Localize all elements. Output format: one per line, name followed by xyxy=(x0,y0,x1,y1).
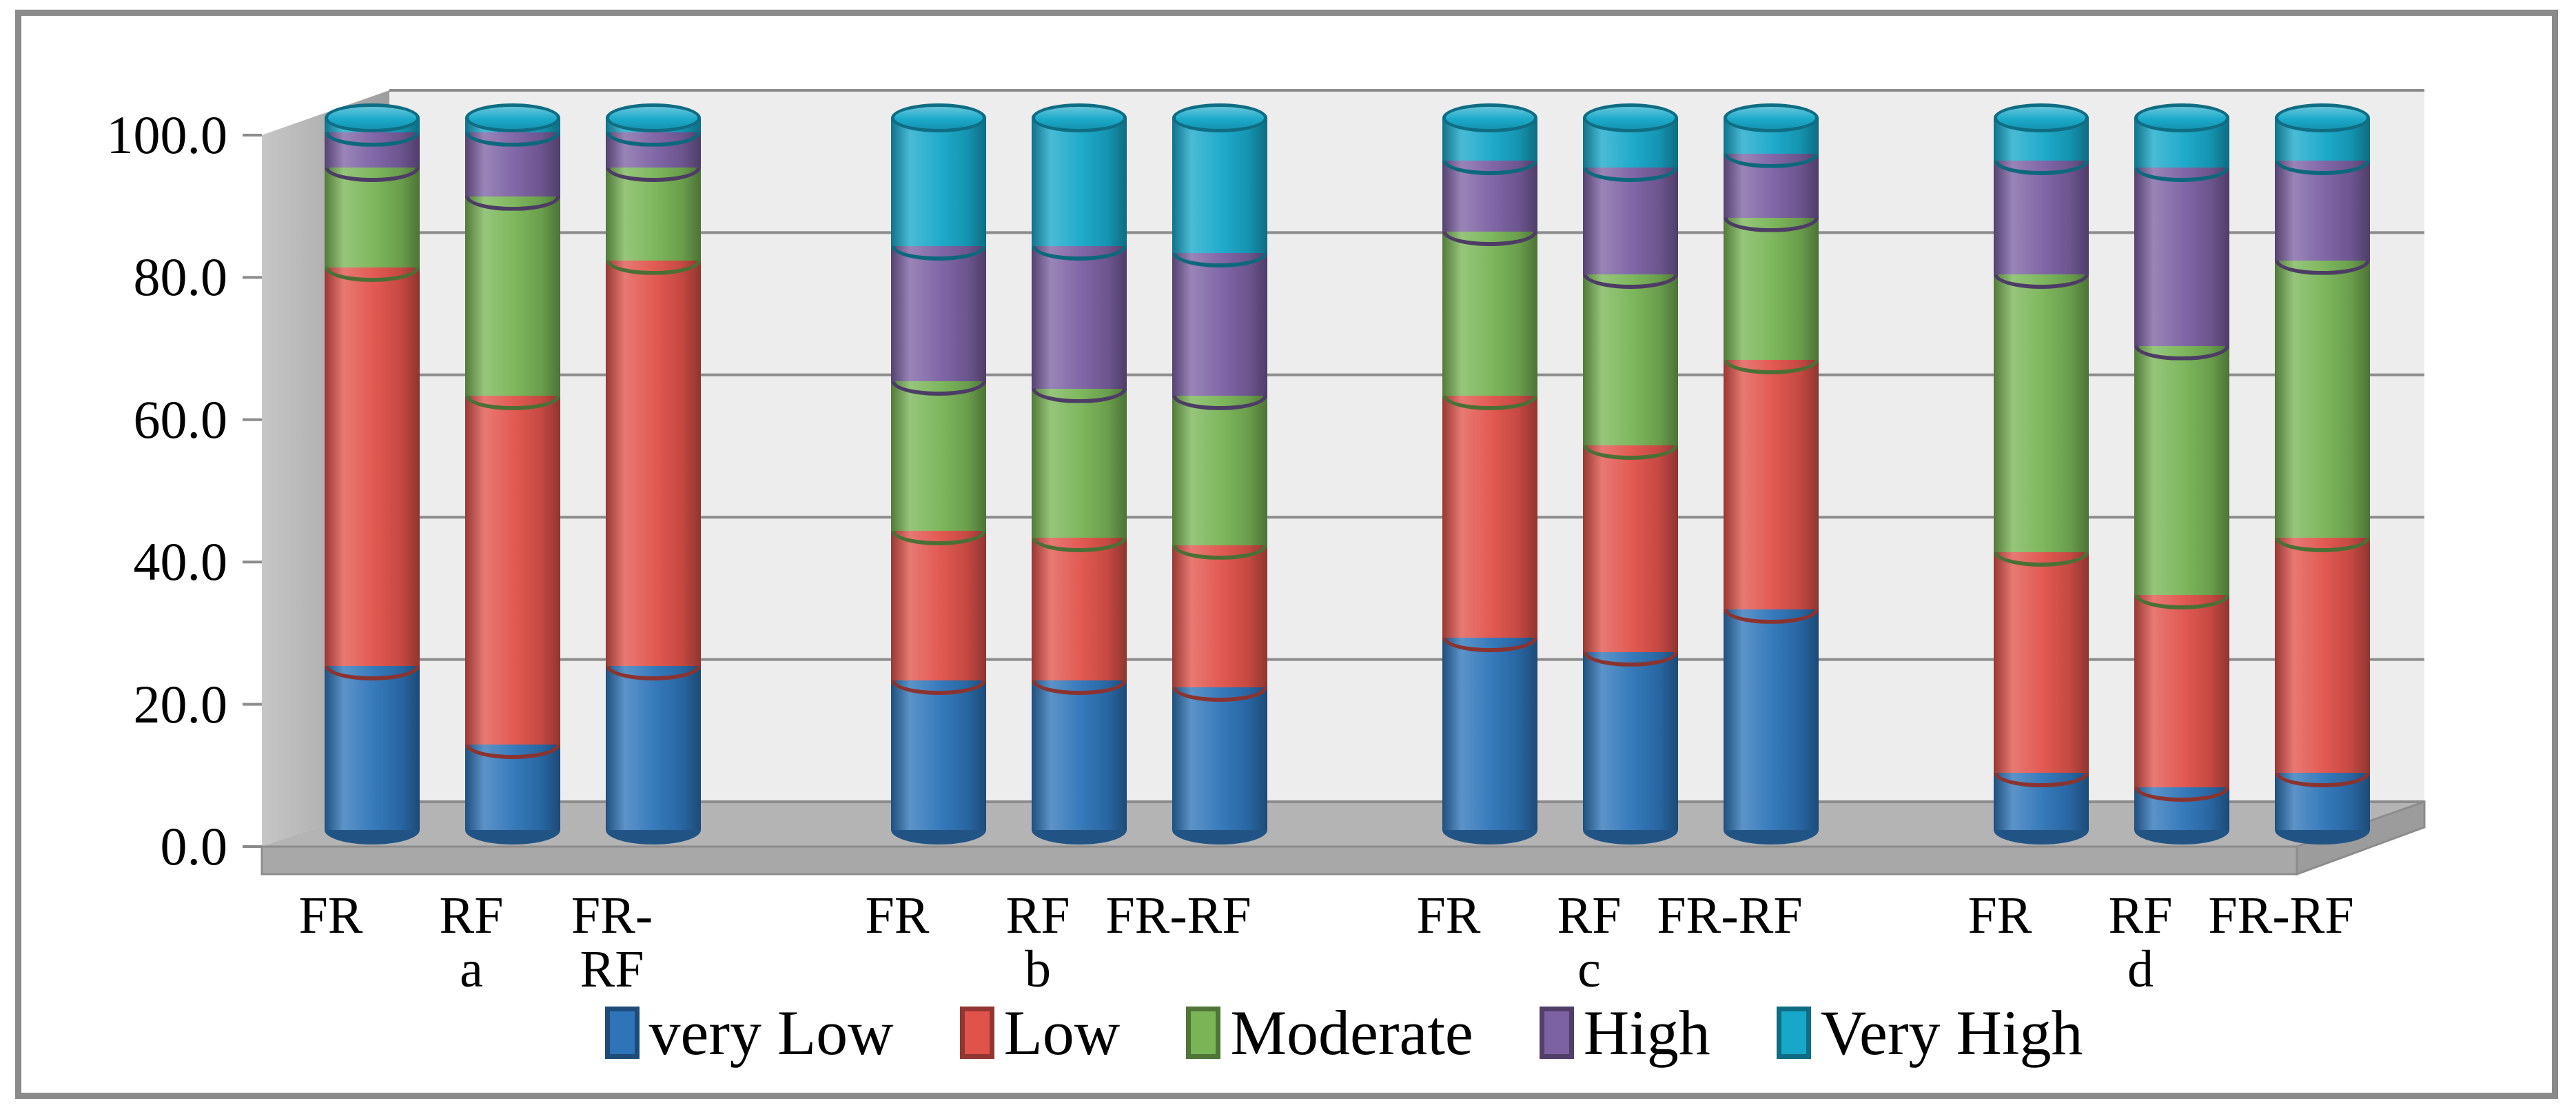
bar-segment-b-FR-very-high xyxy=(891,118,986,246)
bar-segment-a-FR-RF-moderate xyxy=(606,168,701,261)
group-label-b: b xyxy=(1025,940,1051,998)
bar-top-cap xyxy=(606,103,701,132)
bar-segment-b-FR-RF-very-low xyxy=(1172,687,1267,830)
x-axis-label: FR- xyxy=(571,887,653,944)
legend-swatch-icon xyxy=(1776,1007,1811,1059)
legend-item-low: Low xyxy=(959,998,1121,1068)
bar-top-cap xyxy=(2134,103,2229,132)
x-axis-label: FR xyxy=(298,887,363,944)
bar-segment-d-FR-low xyxy=(1994,552,2089,774)
bar-segment-c-RF-high xyxy=(1583,168,1678,275)
bar-segment-c-FR-RF-very-low xyxy=(1724,609,1819,830)
bar-segment-d-FR-high xyxy=(1994,160,2089,275)
floor-top xyxy=(262,802,2424,847)
bar-segment-d-FR-RF-low xyxy=(2275,538,2370,774)
legend: very Low Low Moderate High Very High xyxy=(262,998,2426,1067)
bar-segment-b-FR-moderate xyxy=(891,381,986,532)
x-axis-label: RF xyxy=(439,887,504,944)
bar-segment-b-FR-RF-very-high xyxy=(1172,118,1267,254)
legend-item-very-high: Very High xyxy=(1776,998,2083,1068)
legend-swatch-icon xyxy=(1539,1007,1574,1059)
x-axis-label: RF xyxy=(2108,887,2173,944)
bar-segment-b-FR-RF-high xyxy=(1172,253,1267,396)
bar-top-cap xyxy=(1172,103,1267,132)
legend-label: Moderate xyxy=(1230,998,1473,1068)
bar-segment-c-FR-low xyxy=(1442,395,1537,638)
x-axis-label-line2: RF xyxy=(580,940,644,998)
bar-segment-b-FR-high xyxy=(891,245,986,382)
bar-segment-c-RF-moderate xyxy=(1583,274,1678,446)
x-axis-label: FR xyxy=(865,887,930,944)
bar-top-cap xyxy=(1994,103,2089,132)
y-axis-label: 80.0 xyxy=(133,247,228,307)
y-axis-label: 20.0 xyxy=(133,674,228,734)
bar-segment-b-FR-low xyxy=(891,531,986,681)
x-axis-label: FR xyxy=(1416,887,1481,944)
bar-top-cap xyxy=(1724,103,1819,132)
bar-segment-c-RF-very-low xyxy=(1583,651,1678,830)
y-axis-label: 40.0 xyxy=(133,532,228,592)
legend-label: High xyxy=(1583,998,1710,1068)
x-axis-label: RF xyxy=(1557,887,1622,944)
bar-segment-d-FR-RF-high xyxy=(2275,160,2370,261)
bar-segment-d-RF-moderate xyxy=(2134,345,2229,596)
bar-top-cap xyxy=(1032,103,1127,132)
bar-segment-c-RF-low xyxy=(1583,445,1678,652)
x-axis-label: FR-RF xyxy=(2208,887,2354,944)
bar-segment-b-FR-RF-moderate xyxy=(1172,395,1267,545)
bar-top-cap xyxy=(325,103,420,132)
x-axis-label: FR-RF xyxy=(1105,887,1251,944)
group-label-c: c xyxy=(1577,940,1601,998)
bar-segment-d-RF-high xyxy=(2134,168,2229,346)
bar-segment-b-RF-very-low xyxy=(1032,680,1127,830)
bar-top-cap xyxy=(1442,103,1537,132)
bar-segment-b-RF-low xyxy=(1032,538,1127,681)
bar-segment-c-FR-RF-moderate xyxy=(1724,217,1819,361)
legend-item-moderate: Moderate xyxy=(1186,998,1473,1067)
group-label-a: a xyxy=(460,940,483,998)
x-axis-label: RF xyxy=(1005,887,1070,944)
y-axis-label: 60.0 xyxy=(133,389,228,449)
legend-swatch-icon xyxy=(1186,1007,1221,1059)
x-axis-label: FR-RF xyxy=(1657,887,1803,944)
bar-segment-b-RF-high xyxy=(1032,245,1127,389)
legend-label: very Low xyxy=(648,998,894,1068)
legend-item-high: High xyxy=(1539,998,1710,1068)
bar-segment-a-FR-low xyxy=(325,267,420,667)
bar-segment-c-FR-moderate xyxy=(1442,232,1537,396)
legend-swatch-icon xyxy=(959,1007,994,1059)
group-label-d: d xyxy=(2127,940,2154,998)
bar-top-cap xyxy=(2275,103,2370,132)
bar-segment-b-RF-very-high xyxy=(1032,118,1127,246)
legend-label: Low xyxy=(1003,998,1121,1068)
legend-swatch-icon xyxy=(604,1007,640,1059)
bar-segment-d-FR-RF-moderate xyxy=(2275,260,2370,538)
bar-top-cap xyxy=(1583,103,1678,132)
bar-segment-c-FR-RF-low xyxy=(1724,360,1819,609)
legend-item-very-low: very Low xyxy=(604,998,894,1068)
bar-top-cap xyxy=(891,103,986,132)
bar-segment-a-RF-moderate xyxy=(465,196,560,396)
y-axis-label: 0.0 xyxy=(160,816,228,876)
bar-segment-c-FR-very-low xyxy=(1442,638,1537,830)
y-axis-label: 100.0 xyxy=(106,105,228,165)
bar-segment-a-FR-RF-low xyxy=(606,260,701,667)
legend-label: Very High xyxy=(1820,998,2083,1068)
bar-segment-a-FR-moderate xyxy=(325,168,420,267)
bar-segment-a-RF-low xyxy=(465,395,560,745)
bar-segment-d-RF-low xyxy=(2134,595,2229,788)
bar-segment-b-RF-moderate xyxy=(1032,388,1127,538)
bar-segment-a-FR-very-low xyxy=(325,666,420,830)
bar-top-cap xyxy=(465,103,560,132)
bar-segment-b-FR-very-low xyxy=(891,680,986,830)
x-axis-label: FR xyxy=(1967,887,2032,944)
bar-segment-b-FR-RF-low xyxy=(1172,545,1267,688)
figure-border xyxy=(15,10,2558,1099)
bar-segment-d-FR-moderate xyxy=(1994,274,2089,553)
bar-segment-a-FR-RF-very-low xyxy=(606,666,701,830)
